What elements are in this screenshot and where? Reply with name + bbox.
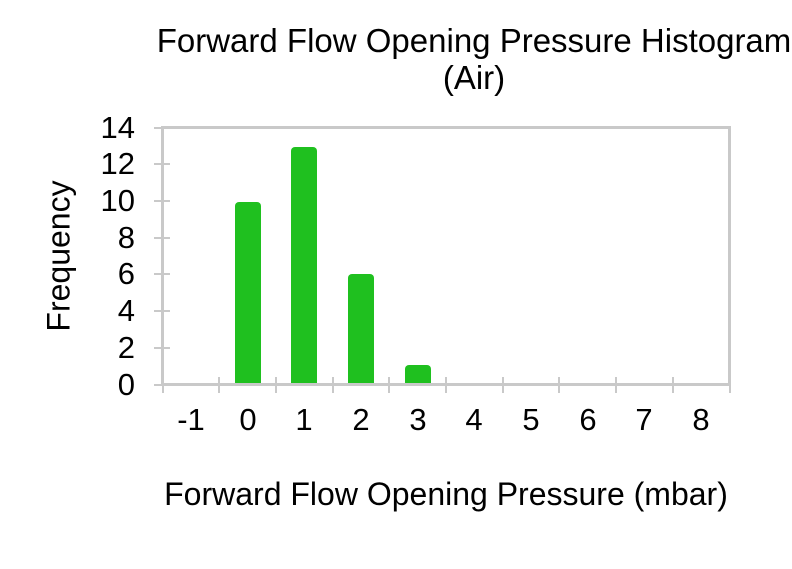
x-axis-tick xyxy=(729,377,731,393)
y-axis-tick xyxy=(154,127,170,129)
y-axis-tick xyxy=(154,347,170,349)
y-tick-label: 2 xyxy=(117,330,135,365)
y-tick-label: 4 xyxy=(117,293,135,328)
x-tick-label: 4 xyxy=(465,402,483,437)
x-axis-tick xyxy=(218,377,220,393)
x-tick-label: 2 xyxy=(352,402,370,437)
x-axis-tick xyxy=(502,377,504,393)
y-axis-tick xyxy=(154,237,170,239)
x-tick-label: 5 xyxy=(522,402,540,437)
x-axis-tick xyxy=(615,377,617,393)
y-tick-label: 12 xyxy=(100,146,135,181)
x-axis-tick xyxy=(672,377,674,393)
y-axis-tick xyxy=(154,384,170,386)
histogram-bar-1 xyxy=(291,147,317,383)
y-tick-label: 10 xyxy=(100,183,135,218)
chart-title-line1: Forward Flow Opening Pressure Histogram xyxy=(156,22,792,59)
x-tick-label: 7 xyxy=(635,402,653,437)
x-tick-label: -1 xyxy=(177,402,205,437)
x-axis-tick xyxy=(275,377,277,393)
x-axis-tick xyxy=(332,377,334,393)
y-tick-label: 6 xyxy=(117,256,135,291)
y-tick-label: 14 xyxy=(100,110,135,145)
chart-title: Forward Flow Opening Pressure Histogram … xyxy=(154,22,792,96)
x-axis-tick xyxy=(558,377,560,393)
x-axis-tick xyxy=(388,377,390,393)
x-axis-title: Forward Flow Opening Pressure (mbar) xyxy=(164,476,728,512)
y-axis-tick xyxy=(154,273,170,275)
chart-title-line2: (Air) xyxy=(442,59,506,96)
histogram-bar-0 xyxy=(235,202,261,383)
y-tick-label: 0 xyxy=(117,367,135,402)
y-tick-label: 8 xyxy=(117,220,135,255)
y-axis-tick xyxy=(154,200,170,202)
x-tick-label: 0 xyxy=(239,402,257,437)
x-tick-label: 8 xyxy=(692,402,710,437)
x-tick-label: 6 xyxy=(579,402,597,437)
x-axis-tick xyxy=(445,377,447,393)
y-axis-tick xyxy=(154,163,170,165)
y-axis-tick xyxy=(154,310,170,312)
x-tick-label: 1 xyxy=(295,402,313,437)
histogram-bar-2 xyxy=(348,274,374,383)
plot-area xyxy=(161,126,731,386)
histogram-bar-3 xyxy=(405,365,431,383)
x-tick-label: 3 xyxy=(409,402,427,437)
